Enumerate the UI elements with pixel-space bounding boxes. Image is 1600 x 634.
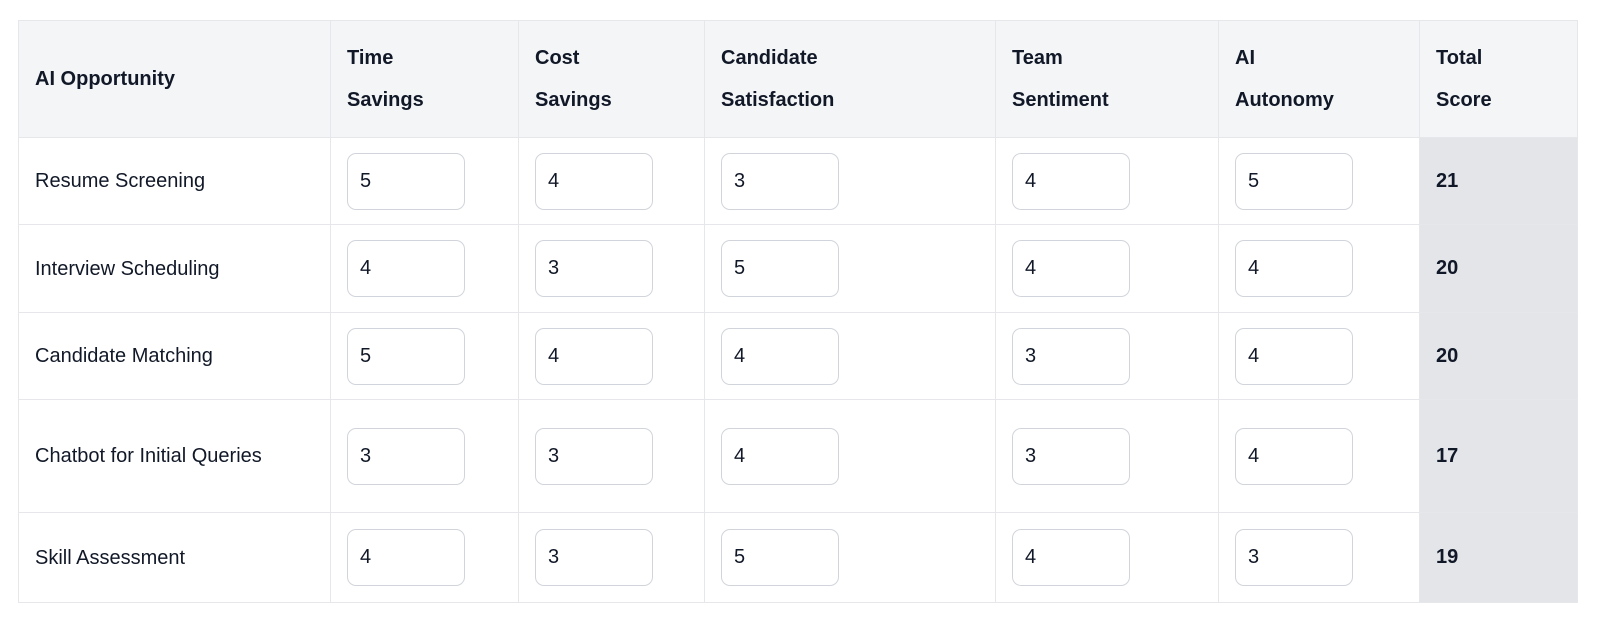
table-row-skill-assessment: Skill Assessment 19 bbox=[18, 512, 1578, 603]
table-row-candidate-matching: Candidate Matching 20 bbox=[18, 312, 1578, 400]
opportunity-cell: Skill Assessment bbox=[18, 512, 331, 603]
score-input-time-savings[interactable] bbox=[347, 152, 465, 210]
score-input-ai-autonomy[interactable] bbox=[1235, 152, 1353, 210]
opportunity-cell: Candidate Matching bbox=[18, 312, 331, 400]
column-header-cost-savings: Cost Savings bbox=[518, 20, 705, 138]
score-input-time-savings[interactable] bbox=[347, 240, 465, 297]
score-cell bbox=[995, 137, 1219, 225]
score-cell bbox=[330, 399, 519, 513]
opportunity-cell: Chatbot for Initial Queries bbox=[18, 399, 331, 513]
opportunity-cell: Interview Scheduling bbox=[18, 224, 331, 313]
score-cell bbox=[518, 137, 705, 225]
score-input-candidate-satisfaction[interactable] bbox=[721, 529, 839, 586]
column-header-ai-opportunity: AI Opportunity bbox=[18, 20, 331, 138]
table-row-chatbot-initial-queries: Chatbot for Initial Queries 17 bbox=[18, 399, 1578, 513]
opportunity-cell: Resume Screening bbox=[18, 137, 331, 225]
score-cell bbox=[704, 224, 996, 313]
total-score-cell: 20 bbox=[1419, 312, 1578, 400]
score-cell bbox=[330, 137, 519, 225]
score-input-time-savings[interactable] bbox=[347, 327, 465, 385]
score-input-team-sentiment[interactable] bbox=[1012, 327, 1130, 385]
score-cell bbox=[330, 512, 519, 603]
score-cell bbox=[1218, 312, 1420, 400]
score-input-candidate-satisfaction[interactable] bbox=[721, 240, 839, 297]
score-input-cost-savings[interactable] bbox=[535, 152, 653, 210]
score-input-cost-savings[interactable] bbox=[535, 427, 653, 485]
score-cell bbox=[704, 312, 996, 400]
score-cell bbox=[995, 399, 1219, 513]
score-input-candidate-satisfaction[interactable] bbox=[721, 152, 839, 210]
column-header-candidate-satisfaction: Candidate Satisfaction bbox=[704, 20, 996, 138]
total-score-cell: 20 bbox=[1419, 224, 1578, 313]
column-header-total-score: Total Score bbox=[1419, 20, 1578, 138]
score-input-team-sentiment[interactable] bbox=[1012, 152, 1130, 210]
column-header-time-savings: Time Savings bbox=[330, 20, 519, 138]
score-cell bbox=[518, 224, 705, 313]
score-input-team-sentiment[interactable] bbox=[1012, 427, 1130, 485]
score-input-ai-autonomy[interactable] bbox=[1235, 427, 1353, 485]
score-cell bbox=[518, 399, 705, 513]
score-input-cost-savings[interactable] bbox=[535, 327, 653, 385]
score-input-time-savings[interactable] bbox=[347, 529, 465, 586]
score-input-ai-autonomy[interactable] bbox=[1235, 240, 1353, 297]
score-cell bbox=[518, 512, 705, 603]
score-cell bbox=[330, 224, 519, 313]
score-cell bbox=[330, 312, 519, 400]
score-input-team-sentiment[interactable] bbox=[1012, 529, 1130, 586]
score-cell bbox=[995, 512, 1219, 603]
column-header-ai-autonomy: AI Autonomy bbox=[1218, 20, 1420, 138]
total-score-cell: 21 bbox=[1419, 137, 1578, 225]
score-cell bbox=[995, 224, 1219, 313]
score-cell bbox=[1218, 512, 1420, 603]
total-score-cell: 19 bbox=[1419, 512, 1578, 603]
score-cell bbox=[704, 399, 996, 513]
score-cell bbox=[995, 312, 1219, 400]
score-cell bbox=[1218, 399, 1420, 513]
score-input-ai-autonomy[interactable] bbox=[1235, 327, 1353, 385]
score-input-ai-autonomy[interactable] bbox=[1235, 529, 1353, 586]
score-input-cost-savings[interactable] bbox=[535, 529, 653, 586]
page-container: AI Opportunity Time Savings Cost Savings… bbox=[18, 20, 1578, 603]
header-row: AI Opportunity Time Savings Cost Savings… bbox=[18, 20, 1578, 138]
column-header-team-sentiment: Team Sentiment bbox=[995, 20, 1219, 138]
table-row-resume-screening: Resume Screening 21 bbox=[18, 137, 1578, 225]
total-score-cell: 17 bbox=[1419, 399, 1578, 513]
score-input-candidate-satisfaction[interactable] bbox=[721, 427, 839, 485]
ai-opportunity-scoring-table: AI Opportunity Time Savings Cost Savings… bbox=[18, 20, 1578, 603]
score-cell bbox=[1218, 137, 1420, 225]
score-cell bbox=[704, 512, 996, 603]
score-cell bbox=[704, 137, 996, 225]
score-cell bbox=[1218, 224, 1420, 313]
table-row-interview-scheduling: Interview Scheduling 20 bbox=[18, 224, 1578, 313]
score-cell bbox=[518, 312, 705, 400]
score-input-candidate-satisfaction[interactable] bbox=[721, 327, 839, 385]
score-input-cost-savings[interactable] bbox=[535, 240, 653, 297]
score-input-team-sentiment[interactable] bbox=[1012, 240, 1130, 297]
score-input-time-savings[interactable] bbox=[347, 427, 465, 485]
